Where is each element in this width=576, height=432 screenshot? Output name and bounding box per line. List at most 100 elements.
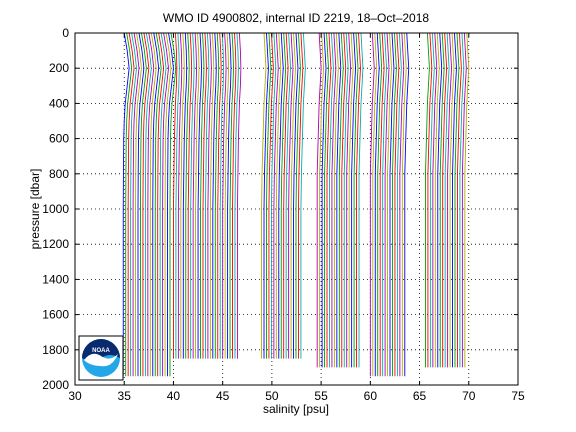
y-axis: 0 200 400 600 800 1000 1200 1400 1600 1800 2000: [42, 26, 518, 392]
profile-line: [333, 32, 339, 368]
profile-line: [324, 32, 329, 368]
profile-line: [399, 32, 405, 377]
profile-line: [135, 32, 142, 377]
profile-line: [369, 32, 375, 377]
profile-line: [236, 32, 242, 359]
profile-line: [140, 32, 147, 377]
profile-line: [137, 32, 145, 377]
profile-line: [298, 32, 304, 359]
profile-line: [261, 32, 267, 359]
x-tick-label: 60: [364, 389, 378, 403]
profile-line: [382, 32, 388, 377]
x-tick-label: 55: [314, 389, 328, 403]
profile-line: [356, 32, 361, 368]
profile-line: [149, 32, 157, 377]
x-tick-label: 40: [167, 389, 181, 403]
profile-line: [222, 32, 227, 359]
profile-line: [177, 32, 183, 359]
profile-line: [202, 32, 207, 359]
profile-line: [142, 32, 150, 377]
profile-line: [461, 32, 467, 368]
profile-line: [130, 32, 137, 377]
profile-line: [280, 32, 287, 359]
profile-line: [348, 32, 354, 368]
profile-line: [353, 32, 359, 368]
plot-area: 30 35 40 45 50 55 60 65 70 75 0 200 400 600 800 1000 12…: [42, 26, 525, 403]
profile-line: [278, 32, 284, 359]
profile-line: [341, 32, 347, 368]
profile-line: [127, 32, 135, 377]
profile-line: [209, 32, 215, 359]
profile-line: [125, 32, 133, 377]
profile-line: [285, 32, 292, 359]
x-tick-label: 75: [511, 389, 525, 403]
profile-line: [329, 32, 334, 368]
profile-line: [338, 32, 344, 368]
profile-line: [326, 32, 332, 368]
profile-line: [331, 32, 337, 368]
logo-text: NOAA: [92, 348, 110, 354]
profile-line: [319, 32, 325, 368]
profiles: [122, 32, 470, 377]
profile-line: [219, 32, 225, 359]
profile-line: [182, 32, 188, 359]
profile-line: [263, 32, 269, 359]
profile-line: [217, 32, 222, 359]
x-tick-label: 70: [462, 389, 476, 403]
profile-line: [268, 32, 274, 359]
y-tick-label: 1600: [42, 308, 69, 322]
profile-line: [457, 32, 462, 368]
x-axis-title: salinity [psu]: [263, 402, 329, 416]
y-tick-label: 800: [49, 167, 69, 181]
profile-line: [159, 32, 167, 377]
profile-line: [343, 32, 349, 368]
profile-line: [432, 32, 438, 368]
profile-line: [351, 32, 357, 368]
profile-line: [169, 32, 177, 377]
profile-line: [266, 32, 272, 359]
profile-line: [447, 32, 453, 368]
profile-line: [204, 32, 210, 359]
profile-line: [396, 32, 402, 377]
profile-line: [154, 32, 162, 377]
profile-line: [437, 32, 443, 368]
profile-line: [452, 32, 457, 368]
profile-line: [273, 32, 279, 359]
profile-line: [227, 32, 232, 359]
profile-line: [122, 32, 130, 377]
profile-line: [234, 32, 239, 359]
profile-line: [442, 32, 448, 368]
profile-line: [300, 32, 306, 359]
profile-line: [224, 32, 230, 359]
x-tick-label: 65: [413, 389, 427, 403]
profile-line: [147, 32, 155, 377]
y-tick-label: 400: [49, 96, 69, 110]
profile-line: [425, 32, 430, 368]
profile-line: [162, 32, 169, 377]
profile-line: [459, 32, 465, 368]
profile-line: [372, 32, 378, 377]
x-tick-label: 45: [216, 389, 230, 403]
profile-line: [185, 32, 190, 359]
profile-line: [275, 32, 282, 359]
y-tick-label: 1200: [42, 237, 69, 251]
chart-title: WMO ID 4900802, internal ID 2219, 18–Oct…: [163, 11, 429, 25]
profile-line: [207, 32, 212, 359]
profile-line: [200, 32, 205, 359]
y-tick-label: 2000: [42, 378, 69, 392]
y-tick-label: 1800: [42, 343, 69, 357]
profile-line: [190, 32, 195, 359]
profile-line: [321, 32, 327, 368]
logo-bird-icon: [84, 353, 118, 367]
y-tick-label: 600: [49, 132, 69, 146]
x-tick-label: 30: [68, 389, 82, 403]
profile-line: [175, 32, 180, 359]
profile-line: [434, 32, 440, 368]
y-tick-label: 200: [49, 61, 69, 75]
profile-line: [389, 32, 395, 377]
profile-line: [336, 32, 342, 368]
y-tick-label: 1000: [42, 202, 69, 216]
profile-line: [180, 32, 185, 359]
profile-line: [293, 32, 299, 359]
